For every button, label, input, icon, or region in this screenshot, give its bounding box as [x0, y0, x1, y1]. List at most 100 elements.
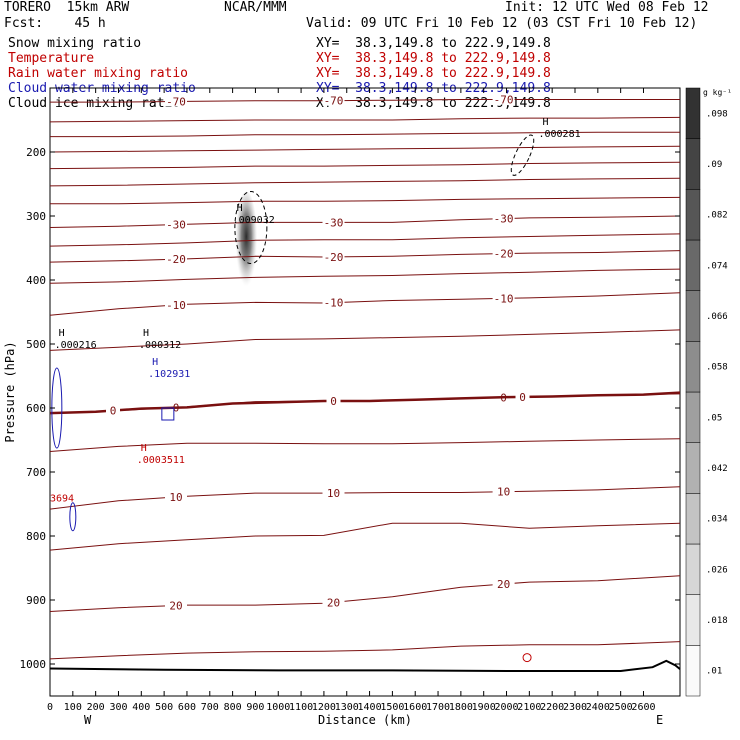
contour-label: 0 — [330, 395, 337, 408]
x-tick-label: 1500 — [380, 702, 404, 713]
cloud-water-contour — [161, 407, 175, 421]
field-xy-snow: XY= 38.3,149.8 to 222.9,149.8 — [316, 36, 551, 51]
y-tick-label: 300 — [26, 210, 46, 223]
colorbar-label: .034 — [706, 515, 728, 525]
colorbar-label: .066 — [706, 312, 728, 322]
contour-label-bg — [492, 247, 515, 259]
colorbar-band — [685, 189, 701, 241]
colorbar-label: .042 — [706, 464, 728, 474]
field-name-temperature: Temperature — [8, 51, 95, 66]
x-tick-label: 1100 — [289, 702, 313, 713]
colorbar-label: .01 — [706, 667, 722, 677]
temperature-contour — [49, 177, 681, 187]
model-title: TORERO 15km ARW — [4, 0, 130, 15]
x-tick-label: 1300 — [335, 702, 359, 713]
temperature-contour — [49, 215, 681, 228]
rain-water-contour — [522, 653, 532, 663]
contour-label-bg — [165, 599, 187, 611]
max-marker-symbol: H — [152, 357, 158, 368]
max-marker-symbol: H — [141, 443, 147, 454]
field-name-cloud-water: Cloud water mixing ratio — [8, 81, 196, 96]
temperature-contour — [49, 641, 681, 660]
contour-label-bg — [322, 296, 345, 308]
temperature-contour — [50, 131, 680, 138]
max-marker-symbol: H — [59, 328, 65, 339]
west-endpoint-label: W — [84, 713, 92, 727]
colorbar-band — [685, 341, 701, 393]
contour-label: -10 — [324, 297, 344, 310]
max-marker-value: .102931 — [148, 369, 190, 380]
x-tick-label: 2600 — [631, 702, 655, 713]
contour-label-bg — [165, 218, 187, 230]
temperature-contour — [49, 486, 681, 510]
contour-label: 20 — [497, 578, 510, 591]
y-tick-label: 500 — [26, 338, 46, 351]
plot-frame — [49, 87, 681, 697]
max-marker-value: .000281 — [538, 129, 580, 140]
freezing-level-contour — [49, 391, 681, 415]
contour-label: -10 — [166, 299, 186, 312]
cloud-ice-contour — [510, 134, 535, 176]
field-name-cloud-ice: Cloud ice mixing ratio — [8, 96, 181, 111]
x-tick-label: 1900 — [472, 702, 496, 713]
colorbar-band — [685, 493, 701, 545]
east-endpoint-label: E — [656, 713, 663, 727]
freezing-label-bg — [106, 404, 120, 416]
temperature-contour — [49, 161, 681, 170]
contour-label: 0 — [173, 401, 180, 414]
colorbar-band — [685, 290, 701, 342]
contour-label-bg — [165, 299, 187, 311]
colorbar-label: .05 — [706, 413, 722, 423]
contour-label-bg — [492, 391, 515, 403]
max-marker-value: 3694 — [50, 494, 74, 505]
y-tick-label: 900 — [26, 594, 46, 607]
contour-label-bg — [322, 250, 345, 262]
colorbar-label: .058 — [706, 363, 728, 373]
x-tick-label: 2300 — [563, 702, 587, 713]
x-tick-label: 2200 — [540, 702, 564, 713]
contour-label-bg — [322, 487, 345, 499]
colorbar-label: .098 — [706, 109, 728, 119]
colorbar-label: .09 — [706, 160, 722, 170]
contour-label-bg — [165, 401, 187, 413]
x-tick-label: 1700 — [426, 702, 450, 713]
contour-label-bg — [322, 596, 345, 608]
y-tick-label: 400 — [26, 274, 46, 287]
contour-label: 20 — [169, 600, 182, 613]
temperature-contour — [49, 250, 681, 263]
max-marker-value: .000216 — [55, 340, 97, 351]
temperature-contour — [49, 522, 681, 551]
colorbar-label: .026 — [706, 565, 728, 575]
contour-label-bg — [492, 485, 515, 497]
x-tick-label: 400 — [132, 702, 150, 713]
colorbar-band — [685, 594, 701, 646]
contour-label: 10 — [327, 487, 340, 500]
x-tick-label: 600 — [178, 702, 196, 713]
field-name-rain: Rain water mixing ratio — [8, 66, 189, 81]
x-tick-label: 2400 — [586, 702, 610, 713]
contour-label: -20 — [494, 248, 514, 261]
colorbar-label: .018 — [706, 616, 728, 626]
x-tick-label: 2500 — [609, 702, 633, 713]
x-tick-label: 900 — [246, 702, 264, 713]
contour-label-bg — [492, 292, 515, 304]
cloud-water-contour — [69, 502, 77, 532]
colorbar-band — [685, 239, 701, 291]
freezing-label-bg — [515, 390, 530, 402]
cloud-ice-contour — [234, 191, 268, 265]
x-tick-label: 300 — [109, 702, 127, 713]
freezing-label: 0 — [110, 405, 117, 418]
contour-label-bg — [322, 216, 345, 228]
max-marker-value: .000312 — [139, 340, 181, 351]
field-xy-rain: XY= 38.3,149.8 to 222.9,149.8 — [316, 66, 551, 81]
terrain-line — [49, 659, 681, 672]
colorbar-band — [685, 391, 701, 443]
temperature-contour — [49, 575, 681, 612]
temperature-contour — [49, 292, 681, 316]
contour-label: -20 — [324, 251, 344, 264]
center-label: NCAR/MMM — [224, 0, 287, 15]
max-marker-symbol: H — [542, 117, 548, 128]
y-axis-label: Pressure (hPa) — [3, 341, 17, 442]
contour-label: -30 — [494, 213, 514, 226]
